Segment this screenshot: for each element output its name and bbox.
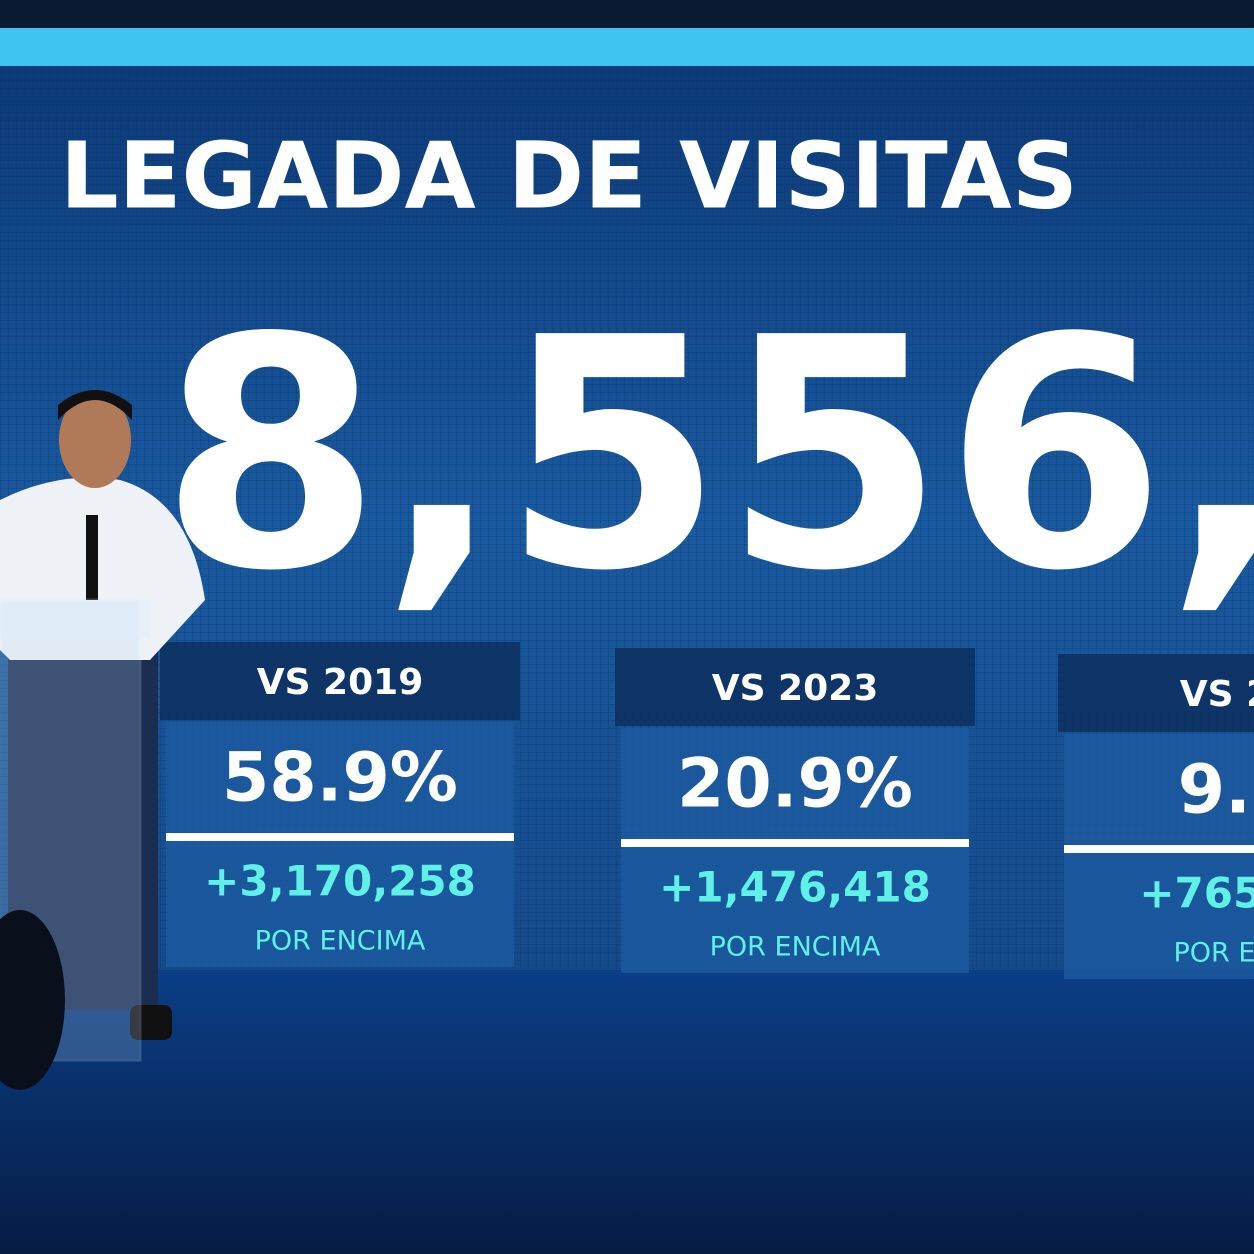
panel-note: POR ENCI [1174, 938, 1254, 969]
light-strip [0, 28, 1254, 68]
panel-difference: +1,476,418 [659, 863, 931, 912]
panel-body [1064, 734, 1254, 979]
panel-comparison: VS 20 [1180, 674, 1254, 715]
shoe [130, 1005, 172, 1040]
panel-body [621, 728, 969, 973]
panel-percent: 20.9% [677, 745, 913, 824]
panel-divider [166, 833, 514, 841]
comparison-panels: VS 2019 58.9% +3,170,258 POR ENCIMA VS 2023 2… [160, 642, 1254, 979]
head [59, 392, 131, 488]
panel-divider [621, 839, 969, 847]
panel-header [615, 648, 975, 726]
panel-difference: +3,170,258 [204, 857, 476, 906]
hair [58, 390, 132, 420]
panel-header [1058, 654, 1254, 732]
panel-comparison: VS 2019 [257, 662, 424, 703]
panel-percent: 58.9% [222, 739, 458, 818]
panel-note: POR ENCIMA [255, 926, 426, 957]
panel-comparison: VS 2023 [712, 668, 879, 709]
panel-percent: 9.1 [1178, 751, 1254, 830]
panel-body [166, 722, 514, 967]
stage-floor [0, 970, 1254, 1254]
total-visits: 8,556,4 [160, 270, 1254, 640]
panel-note: POR ENCIMA [710, 932, 881, 963]
panel-divider [1064, 845, 1254, 853]
panel-header [160, 642, 520, 720]
speaker-monitor [0, 910, 65, 1090]
microphone [86, 515, 98, 600]
panel-difference: +765,41 [1139, 869, 1254, 918]
podium-top [0, 600, 150, 638]
screen-title: LEGADA DE VISITAS [60, 122, 1078, 229]
